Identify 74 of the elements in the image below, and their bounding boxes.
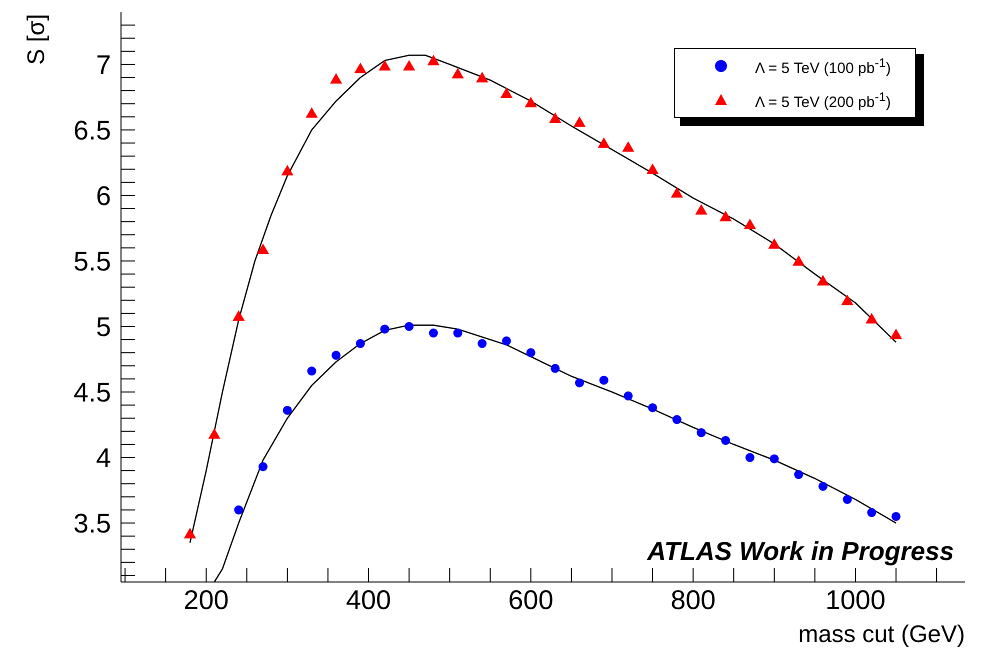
point xyxy=(549,112,562,123)
point xyxy=(842,494,852,504)
point xyxy=(428,328,438,338)
point xyxy=(307,366,316,376)
point xyxy=(453,328,462,338)
point xyxy=(816,274,830,286)
point xyxy=(672,415,682,424)
point xyxy=(720,210,732,222)
x-tick-label: 200 xyxy=(184,585,229,616)
point xyxy=(256,243,270,254)
point xyxy=(380,324,390,334)
x-axis-title: mass cut (GeV) xyxy=(798,621,965,648)
point xyxy=(526,348,536,358)
point xyxy=(404,322,414,331)
legend-label: Λ = 5 TeV (200 pb$^{-1}$) xyxy=(755,90,891,110)
point xyxy=(670,187,683,198)
point xyxy=(330,73,342,84)
point xyxy=(573,116,586,127)
point xyxy=(841,294,854,306)
y-tick-label: 7 xyxy=(96,50,111,80)
point xyxy=(866,312,878,324)
point xyxy=(282,406,292,415)
point xyxy=(232,310,245,321)
x-tick-label: 600 xyxy=(508,585,554,616)
point xyxy=(356,339,365,348)
point xyxy=(502,336,511,346)
y-tick-label: 4 xyxy=(96,443,111,474)
point xyxy=(332,350,341,360)
x-tick-label: 1000 xyxy=(825,585,886,616)
point xyxy=(768,238,780,249)
point xyxy=(745,453,754,462)
point xyxy=(550,364,560,373)
point xyxy=(890,328,902,340)
legend-label: Λ = 5 TeV (100 pb$^{-1}$) xyxy=(755,56,891,76)
point xyxy=(770,454,779,464)
y-tick-label: 5.5 xyxy=(73,246,111,277)
point xyxy=(427,54,440,66)
point xyxy=(721,436,730,445)
point xyxy=(281,164,294,176)
y-tick-label: 5 xyxy=(96,312,111,342)
point xyxy=(575,378,584,388)
point xyxy=(524,96,537,108)
y-tick-label: 6.5 xyxy=(73,116,111,146)
point xyxy=(695,204,708,215)
point xyxy=(306,107,318,118)
point xyxy=(598,137,610,148)
annotation: ATLAS Work in Progress xyxy=(647,536,954,567)
point xyxy=(599,376,608,385)
point xyxy=(867,508,876,518)
y-tick-label: 6 xyxy=(96,181,111,212)
point xyxy=(258,462,268,472)
point xyxy=(794,470,804,480)
y-axis-title: S [σ] xyxy=(23,14,50,65)
x-tick-label: 800 xyxy=(670,585,716,616)
point xyxy=(892,512,901,521)
point xyxy=(478,339,487,348)
point xyxy=(234,505,244,514)
point xyxy=(624,391,633,400)
point xyxy=(452,68,464,78)
point xyxy=(744,218,756,230)
point xyxy=(696,428,706,438)
point xyxy=(818,482,828,491)
y-tick-label: 3.5 xyxy=(73,508,111,539)
point xyxy=(403,60,416,71)
point xyxy=(792,255,805,266)
point xyxy=(646,164,659,174)
point xyxy=(500,88,513,98)
x-tick-label: 400 xyxy=(346,585,392,616)
point xyxy=(378,60,391,71)
point xyxy=(622,141,634,152)
point xyxy=(354,62,366,74)
y-tick-label: 4.5 xyxy=(73,378,111,408)
point xyxy=(476,72,488,82)
point xyxy=(648,403,658,412)
